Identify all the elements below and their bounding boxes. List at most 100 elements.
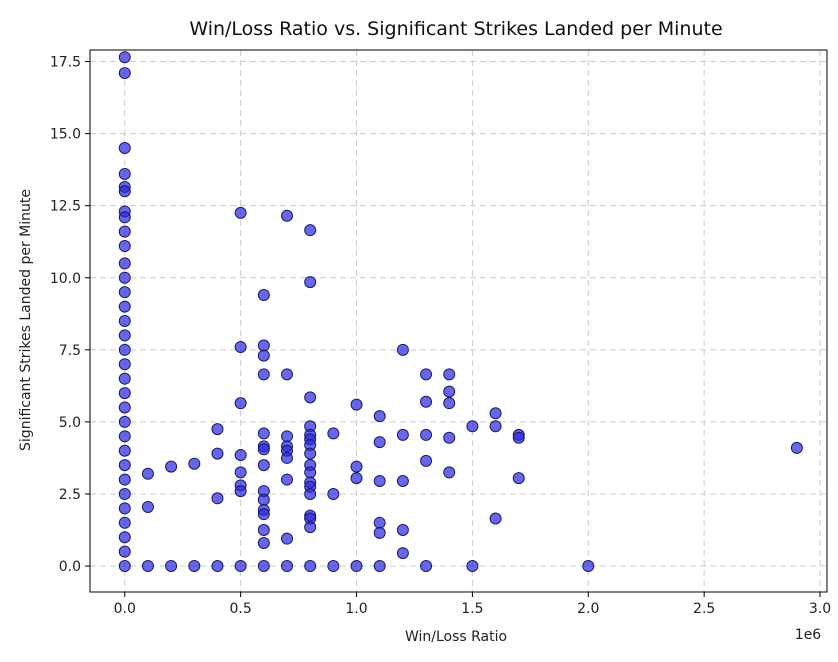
data-point xyxy=(257,493,270,506)
data-point xyxy=(118,531,131,544)
data-point xyxy=(257,459,270,472)
data-point xyxy=(118,516,131,529)
data-point xyxy=(234,560,247,573)
data-point xyxy=(443,431,456,444)
data-point xyxy=(420,395,433,408)
data-point xyxy=(141,500,154,513)
data-point xyxy=(304,224,317,237)
data-point xyxy=(234,340,247,353)
data-point xyxy=(489,420,502,433)
data-point xyxy=(257,349,270,362)
data-point xyxy=(141,560,154,573)
data-point xyxy=(118,430,131,443)
data-point xyxy=(280,473,293,486)
y-tick-label: 2.5 xyxy=(59,487,81,503)
data-point xyxy=(118,300,131,313)
data-point xyxy=(118,459,131,472)
data-point xyxy=(396,524,409,537)
y-tick-label: 0.0 xyxy=(59,559,81,575)
data-point xyxy=(350,560,363,573)
x-tick-label: 3.0 xyxy=(809,601,831,617)
data-point xyxy=(373,475,386,488)
data-point xyxy=(118,387,131,400)
data-point xyxy=(396,428,409,441)
data-point xyxy=(327,487,340,500)
data-point xyxy=(327,427,340,440)
data-point xyxy=(489,512,502,525)
data-point xyxy=(443,368,456,381)
data-point xyxy=(304,391,317,404)
data-point xyxy=(257,508,270,521)
y-tick-label: 10.0 xyxy=(50,271,81,287)
data-point xyxy=(118,415,131,428)
y-tick-label: 15.0 xyxy=(50,127,81,143)
y-axis-ticks: 0.0 2.5 5.0 7.5 10.0 12.5 15.0 17.5 xyxy=(50,55,90,575)
data-point xyxy=(165,560,178,573)
data-point xyxy=(304,560,317,573)
data-point xyxy=(118,185,131,198)
x-axis-offset-text: 1e6 xyxy=(795,627,822,643)
y-tick-label: 17.5 xyxy=(50,55,81,71)
data-point xyxy=(304,487,317,500)
data-point xyxy=(304,521,317,534)
data-point xyxy=(257,536,270,549)
data-point xyxy=(420,368,433,381)
data-point xyxy=(396,547,409,560)
data-points xyxy=(118,51,803,573)
data-point xyxy=(304,466,317,479)
data-point xyxy=(420,428,433,441)
data-point xyxy=(443,466,456,479)
data-point xyxy=(257,289,270,302)
data-point xyxy=(350,398,363,411)
data-point xyxy=(512,431,525,444)
data-point xyxy=(234,449,247,462)
data-point xyxy=(512,472,525,485)
data-point xyxy=(118,401,131,414)
data-point xyxy=(396,475,409,488)
x-axis-label: Win/Loss Ratio xyxy=(405,629,507,645)
data-point xyxy=(350,472,363,485)
y-tick-label: 7.5 xyxy=(59,343,81,359)
data-point xyxy=(373,516,386,529)
data-point xyxy=(118,51,131,64)
data-point xyxy=(257,524,270,537)
data-point xyxy=(373,526,386,539)
data-point xyxy=(373,410,386,423)
data-point xyxy=(790,441,803,454)
data-point xyxy=(211,560,224,573)
data-point xyxy=(443,385,456,398)
data-point xyxy=(165,460,178,473)
data-point xyxy=(118,502,131,515)
data-point xyxy=(257,427,270,440)
data-point xyxy=(118,473,131,486)
data-point xyxy=(373,560,386,573)
data-point xyxy=(257,560,270,573)
data-point xyxy=(466,560,479,573)
data-point xyxy=(234,466,247,479)
data-point xyxy=(304,447,317,460)
y-tick-label: 5.0 xyxy=(59,415,81,431)
data-point xyxy=(280,209,293,222)
data-point xyxy=(118,343,131,356)
x-axis-ticks: 0.0 0.5 1.0 1.5 2.0 2.5 3.0 xyxy=(114,592,831,617)
axes-frame xyxy=(89,49,828,593)
x-tick-label: 0.0 xyxy=(114,601,136,617)
data-point xyxy=(211,423,224,436)
data-point xyxy=(118,211,131,224)
data-point xyxy=(118,444,131,457)
data-point xyxy=(420,560,433,573)
x-tick-label: 0.5 xyxy=(230,601,252,617)
data-point xyxy=(280,532,293,545)
data-point xyxy=(420,454,433,467)
data-point xyxy=(118,142,131,155)
data-point xyxy=(118,240,131,253)
data-point xyxy=(350,460,363,473)
data-point xyxy=(118,315,131,327)
x-tick-label: 2.5 xyxy=(693,601,715,617)
data-point xyxy=(188,560,201,573)
data-point xyxy=(257,443,270,456)
y-tick-label: 12.5 xyxy=(50,199,81,215)
data-point xyxy=(396,343,409,356)
